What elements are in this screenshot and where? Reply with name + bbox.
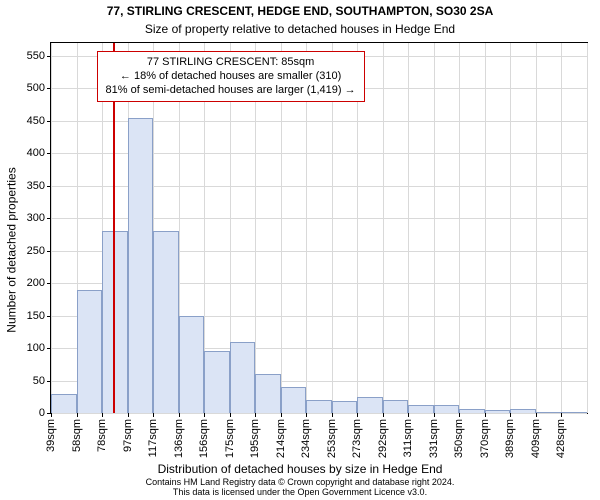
x-tick-label: 370sqm (479, 413, 491, 458)
gridline-v (459, 43, 460, 413)
x-tick-label: 175sqm (224, 413, 236, 458)
histogram-bar (536, 412, 562, 413)
gridline-v (510, 43, 511, 413)
histogram-bar (77, 290, 103, 413)
x-tick-label: 311sqm (402, 413, 414, 457)
gridline-v (383, 43, 384, 413)
histogram-bar (408, 405, 434, 413)
y-tick-label: 400 (27, 147, 51, 159)
x-tick-label: 195sqm (249, 413, 261, 458)
annotation-box: 77 STIRLING CRESCENT: 85sqm← 18% of deta… (97, 51, 365, 102)
histogram-bar (153, 231, 179, 413)
chart-title-line2: Size of property relative to detached ho… (0, 22, 600, 36)
histogram-bar (255, 374, 281, 413)
y-tick-label: 200 (27, 277, 51, 289)
x-tick-label: 78sqm (96, 413, 108, 452)
gridline-v (485, 43, 486, 413)
x-tick-label: 389sqm (504, 413, 516, 458)
x-tick-label: 409sqm (530, 413, 542, 458)
y-tick-label: 500 (27, 82, 51, 94)
histogram-bar (357, 397, 383, 413)
x-tick-label: 117sqm (147, 413, 159, 457)
x-tick-label: 214sqm (275, 413, 287, 458)
y-tick-label: 250 (27, 245, 51, 257)
x-tick-label: 39sqm (45, 413, 57, 452)
y-tick-label: 300 (27, 212, 51, 224)
histogram-bar (332, 401, 358, 413)
y-tick-label: 150 (27, 310, 51, 322)
histogram-bar (485, 410, 511, 413)
histogram-bar (459, 409, 485, 413)
x-tick-label: 331sqm (428, 413, 440, 458)
gridline-v (434, 43, 435, 413)
x-tick-label: 273sqm (351, 413, 363, 458)
histogram-bar (128, 118, 154, 413)
histogram-bar (179, 316, 205, 413)
gridline-v (587, 43, 588, 413)
gridline-v (51, 43, 52, 413)
x-tick-label: 234sqm (300, 413, 312, 458)
histogram-bar (281, 387, 307, 413)
y-tick-label: 50 (33, 375, 51, 387)
x-tick-label: 428sqm (555, 413, 567, 458)
annotation-line: 81% of semi-detached houses are larger (… (106, 84, 356, 98)
y-axis-label: Number of detached properties (4, 0, 20, 500)
gridline-v (536, 43, 537, 413)
x-tick-label: 292sqm (377, 413, 389, 458)
x-tick-label: 253sqm (326, 413, 338, 458)
x-tick-label: 136sqm (173, 413, 185, 458)
histogram-bar (102, 231, 128, 413)
annotation-line: ← 18% of detached houses are smaller (31… (106, 70, 356, 84)
chart-title-line1: 77, STIRLING CRESCENT, HEDGE END, SOUTHA… (0, 4, 600, 18)
histogram-bar (434, 405, 460, 413)
annotation-line: 77 STIRLING CRESCENT: 85sqm (106, 56, 356, 70)
histogram-bar (510, 409, 536, 413)
histogram-bar (204, 351, 230, 413)
histogram-bar (51, 394, 77, 413)
histogram-bar (230, 342, 256, 413)
x-tick-label: 97sqm (122, 413, 134, 452)
gridline-v (408, 43, 409, 413)
x-tick-label: 58sqm (71, 413, 83, 452)
x-axis-label: Distribution of detached houses by size … (0, 462, 600, 476)
x-tick-label: 156sqm (198, 413, 210, 458)
y-tick-label: 350 (27, 180, 51, 192)
y-tick-label: 550 (27, 50, 51, 62)
gridline-v (561, 43, 562, 413)
histogram-bar (383, 400, 409, 413)
footer-attribution: Contains HM Land Registry data © Crown c… (0, 478, 600, 498)
plot-area: 05010015020025030035040045050055039sqm58… (50, 42, 588, 414)
y-tick-label: 100 (27, 342, 51, 354)
y-tick-label: 450 (27, 115, 51, 127)
x-tick-label: 350sqm (453, 413, 465, 458)
histogram-bar (561, 412, 587, 413)
histogram-bar (306, 400, 332, 413)
